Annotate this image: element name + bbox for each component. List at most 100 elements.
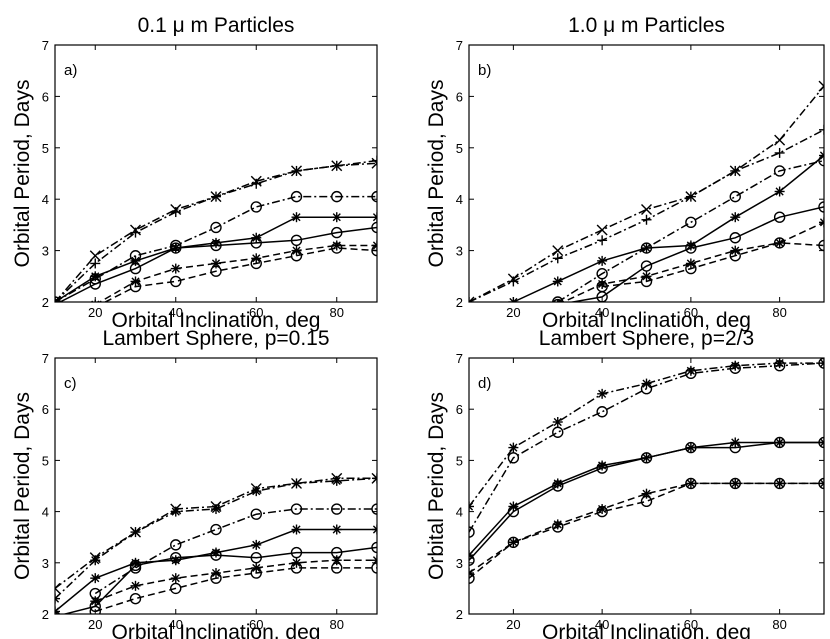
panel-b-series-1-point [774,134,786,146]
panel-c-series-5-point [290,546,303,559]
panel-d-series-6-point [818,477,824,490]
panel-b-series-2-point [774,147,785,158]
panel-b-ytick-label: 2 [456,295,463,310]
panel-a-series-1-point [89,250,101,262]
panel-a-series-4-point [372,212,377,223]
panel-c-series-7-point [170,582,182,595]
panel-d-series-2-point [640,383,653,395]
panel-a-series-3-point [331,190,343,203]
panel-b-series-4-point [774,186,785,197]
panel-b-xtick-label: 20 [506,305,520,320]
panel-c-series-3-point [290,503,303,515]
panel-d-series-4-point [729,441,741,454]
panel-b-series-3-point [818,154,824,167]
panel-a-ytick-label: 3 [42,244,49,259]
panel-c-series-2-point [291,478,302,489]
panel-c-series-3-point [331,503,343,515]
panel-a-series-5-line [58,226,377,302]
panel-a-series-7-point [210,265,222,277]
panel-a-series-7-line [103,247,377,302]
panel-d-series-6-point [773,477,786,490]
panel-b-series-5-point [640,260,653,272]
panel-d-xlabel: Orbital Inclination, deg [542,621,751,639]
panel-a-xtick-label: 80 [330,305,344,320]
panel-d-series-1-line [469,362,824,507]
panel-b-series-5-point [818,201,824,213]
panel-c-series-7-point [250,567,262,579]
panel-c-ytick-label: 4 [42,505,49,520]
panel-a-axes-box [54,44,378,303]
panel-c-ytick-label: 6 [42,402,49,417]
panel-b-series-2-point [597,235,608,246]
panel-c-series-2-point [130,527,141,538]
panel-a-series-4-point [130,255,141,266]
panel-d-series-6-point [469,572,475,584]
panel-a-series-2-point [90,258,101,269]
panel-c-series-5-point [371,541,377,554]
panel-a-xtick-label: 60 [249,305,263,320]
panel-a-series-2-point [211,191,221,202]
panel-c-xtick-label: 80 [330,617,344,632]
panel-b-series-7-point [773,237,786,249]
panel-c-ytick-label: 7 [42,351,49,366]
panel-a-series-5-point [371,221,377,234]
panel-d-ytick-label: 5 [456,453,463,468]
panel-b-series-2-point [730,165,741,176]
panel-b-series-4-point [641,243,652,254]
panel-d-series-2-point [507,452,520,464]
panel-c-series-2-point [211,504,221,515]
panel-c-series-2-point [372,473,377,484]
panel-c-xtick-label: 60 [249,617,263,632]
panel-c-series-3-point [371,503,377,515]
panel-d-series-4-point [469,554,475,566]
panel-b-xtick-label: 40 [595,305,609,320]
panel-a-ytick-label: 7 [42,38,49,53]
panel-a-ylabel: Orbital Period, Days [11,80,34,268]
panel-d: Lambert Sphere, p=2/3 d) Orbital Inclina… [425,327,825,639]
panel-a-series-3-point [250,201,262,213]
panel-d-xtick-label: 40 [595,617,609,632]
panel-a-series-3-line [55,195,377,302]
panel-b-xlabel: Orbital Inclination, deg [542,309,751,332]
panel-c-series-7-point [371,562,377,574]
panel-a-series-3-point [371,190,377,203]
panel-c-xlabel: Orbital Inclination, deg [112,621,321,639]
panel-b-series-2-point [641,214,652,225]
panel-a-series-7-point [250,257,262,270]
panel-c-xtick-label: 20 [88,617,102,632]
panel-d-series-1-point [508,442,519,453]
panel-b-ytick-label: 3 [456,244,463,259]
panel-b-axes-box [468,44,825,303]
panel-b-series-1-point [596,224,608,236]
panel-a-series-2-point [291,165,302,176]
panel-d-series-6-point [640,495,653,508]
panel-c-series-6-point [90,596,101,607]
panel-d-series-4-point [507,505,520,518]
panel-a-xlabel: Orbital Inclination, deg [112,309,321,332]
panel-c-series-5-point [129,559,142,572]
panel-d-ylabel: Orbital Period, Days [425,392,448,580]
panel-c-series-4-point [251,539,262,550]
panel-d-series-4-point [596,462,608,474]
panel-b-series-6-point [819,217,824,228]
panel-d-title: Lambert Sphere, p=2/3 [539,327,754,350]
panel-c-series-7-point [129,592,142,605]
panel-b-xtick-label: 80 [772,305,786,320]
panel-d-series-2-point [596,406,608,418]
panel-d-axes-box [468,357,825,615]
panel-d-series-2-line [469,362,824,533]
panel-b-ytick-label: 4 [456,192,463,207]
panel-a-title: 0.1 μ m Particles [138,14,295,37]
panel-c-series-2-point [251,486,262,497]
panel-d-series-2-point [818,358,824,369]
panel-a-series-3-point [290,190,303,203]
panel-c-series-2-point [90,555,101,566]
panel-b-series-4-point [597,255,608,266]
panel-b-series-3-point [685,216,697,229]
panel-b: 1.0 μ m Particles b) Orbital Inclination… [425,14,825,332]
panel-a-series-7-point [170,275,182,288]
panel-a-series-7-point [331,242,343,254]
panel-c-series-1-point [55,582,61,594]
panel-b-label: b) [478,62,491,79]
panel-c-plot-area [55,472,377,614]
